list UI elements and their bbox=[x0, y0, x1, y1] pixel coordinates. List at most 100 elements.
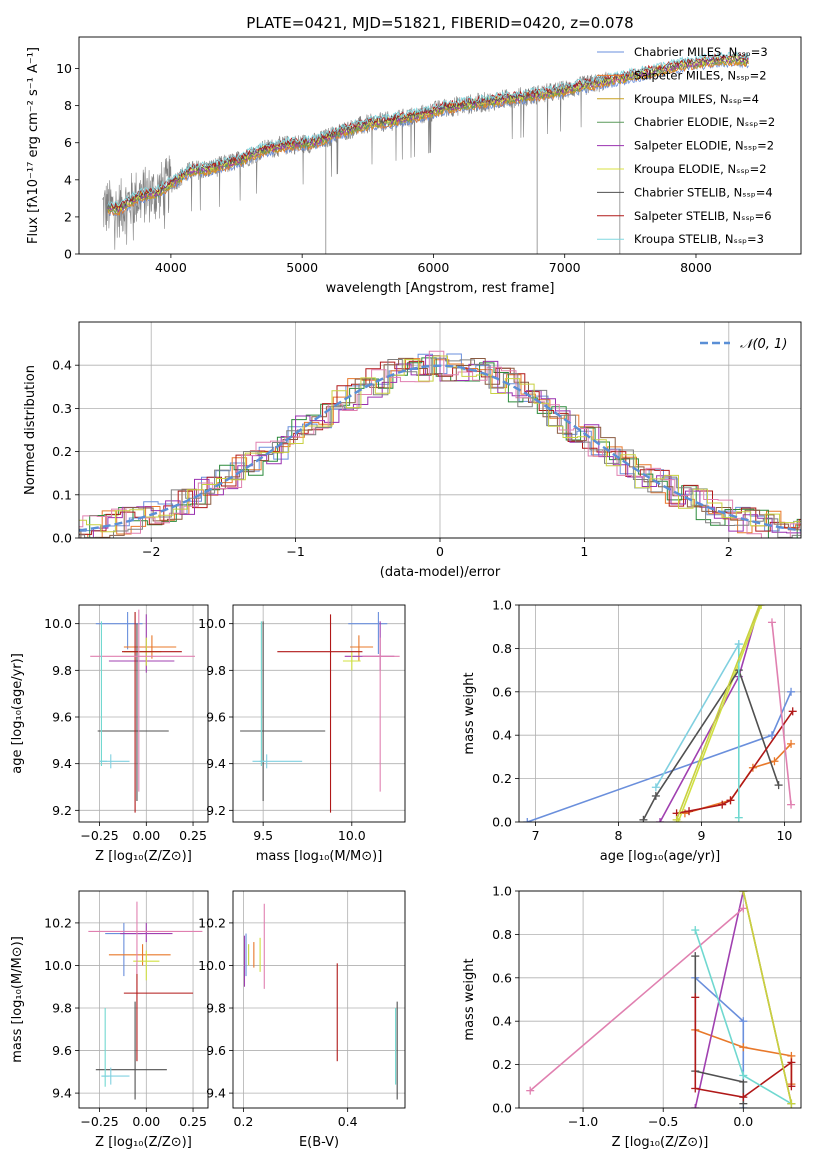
x-axis-label: age [log₁₀(age/yr)] bbox=[600, 849, 721, 864]
mass-weight-marker bbox=[787, 739, 796, 748]
y-tick-label: 8 bbox=[64, 98, 72, 113]
grid-lines bbox=[233, 891, 405, 1108]
legend-entry: Kroupa MILES, Nₛₛₚ=4 bbox=[634, 92, 759, 106]
x-tick-label: 8 bbox=[615, 828, 623, 843]
errorbar-point bbox=[259, 621, 265, 766]
y-tick-label: 10 bbox=[56, 61, 72, 76]
age-vs-metallicity-plot: −0.25 0.00 0.25 9.2 9.4 9.6 9.8 10.0 Z [log₁₀(Z/… bbox=[10, 604, 209, 864]
mass-weight-marker bbox=[691, 952, 700, 961]
mass-weight-line-4 bbox=[694, 956, 745, 1104]
ticks: 4000 5000 6000 7000 8000 0 2 4 6 8 10 bbox=[56, 61, 712, 275]
x-tick-label: −1.0 bbox=[568, 1114, 598, 1129]
errorbar-point bbox=[350, 635, 374, 661]
y-tick-label: 9.4 bbox=[206, 756, 226, 771]
mass-weight-line-4 bbox=[642, 668, 780, 821]
mass-weight-marker bbox=[691, 1104, 700, 1108]
y-tick-label: 1.0 bbox=[492, 598, 512, 613]
legend-entry: Salpeter MILES, Nₛₛₚ=2 bbox=[634, 68, 767, 82]
y-tick-label: 9.6 bbox=[206, 710, 226, 725]
mass-weight-series bbox=[526, 891, 796, 1108]
mass-weight-marker bbox=[767, 731, 776, 740]
y-tick-label: 0.0 bbox=[492, 1101, 512, 1116]
y-tick-label: 0.2 bbox=[52, 444, 72, 459]
y-tick-label: 9.6 bbox=[52, 710, 72, 725]
axes-frame bbox=[518, 890, 802, 1109]
legend-entry: Chabrier MILES, Nₛₛₚ=3 bbox=[634, 45, 768, 59]
errorbar-point bbox=[99, 754, 130, 769]
y-tick-label: 0.6 bbox=[492, 970, 512, 985]
residual-histogram-series-3 bbox=[79, 360, 801, 535]
y-tick-label: 0.1 bbox=[52, 487, 72, 502]
mass-weight-marker bbox=[718, 800, 727, 809]
residual-histogram-series-0 bbox=[79, 353, 801, 532]
residual-histogram-series-6 bbox=[79, 350, 801, 538]
y-tick-label: 0.3 bbox=[52, 401, 72, 416]
x-axis-label: mass [log₁₀(M/M⊙)] bbox=[256, 849, 383, 864]
x-axis-label: wavelength [Angstrom, rest frame] bbox=[326, 281, 555, 296]
errorbar-point bbox=[101, 1008, 109, 1087]
y-tick-label: 9.2 bbox=[52, 803, 72, 818]
age-vs-mass-plot: 9.5 10.0 9.2 9.4 9.6 9.8 10.0 mass [log₁₀(M/M⊙)… bbox=[198, 604, 406, 864]
x-tick-label: −0.25 bbox=[80, 1114, 118, 1129]
mass-weight-marker bbox=[739, 1071, 748, 1080]
y-tick-label: 0.4 bbox=[492, 728, 512, 743]
mass-weight-marker bbox=[734, 640, 743, 649]
x-tick-label: 1 bbox=[580, 544, 588, 559]
legend-entry: Salpeter ELODIE, Nₛₛₚ=2 bbox=[634, 139, 774, 153]
mass-weight-line-3 bbox=[677, 605, 762, 822]
x-tick-label: −1 bbox=[286, 544, 304, 559]
y-tick-label: 9.4 bbox=[52, 1086, 72, 1101]
grid-lines bbox=[79, 891, 208, 1108]
mass-weight-series bbox=[523, 605, 797, 822]
axes-frame bbox=[78, 36, 802, 255]
errorbar-point bbox=[88, 901, 203, 974]
errorbar-point bbox=[101, 1067, 130, 1085]
x-tick-label: 9.5 bbox=[253, 828, 273, 843]
y-axis-label: mass [log₁₀(M/M⊙)] bbox=[10, 936, 25, 1063]
mass-weight-marker bbox=[788, 707, 797, 716]
mass-weight-marker bbox=[523, 818, 532, 822]
legend-entry: Chabrier ELODIE, Nₛₛₚ=2 bbox=[634, 115, 775, 129]
mass-weight-marker bbox=[739, 1043, 748, 1052]
y-axis-label: age [log₁₀(age/yr)] bbox=[10, 653, 25, 774]
mass-weight-marker bbox=[734, 813, 743, 822]
y-tick-label: 10.0 bbox=[198, 616, 226, 631]
x-tick-label: 5000 bbox=[286, 260, 318, 275]
errorbar-point bbox=[95, 1001, 167, 1100]
histogram-legend: 𝒩(0, 1) bbox=[700, 337, 787, 352]
x-axis-label: (data-model)/error bbox=[380, 565, 501, 580]
x-tick-label: 0.25 bbox=[179, 1114, 207, 1129]
y-tick-label: 0.2 bbox=[492, 771, 512, 786]
y-tick-label: 0.0 bbox=[52, 531, 72, 546]
spectrum-lines bbox=[102, 50, 749, 254]
errorbar-point bbox=[108, 944, 171, 966]
mass-weight-line-8 bbox=[655, 643, 740, 788]
mass-weight-marker bbox=[685, 807, 694, 816]
mass-weight-marker bbox=[770, 757, 779, 766]
mass-weight-line-6 bbox=[529, 907, 744, 1092]
errorbars bbox=[88, 901, 203, 1100]
errorbar-point bbox=[342, 651, 361, 671]
mass-weight-marker bbox=[691, 993, 700, 1002]
x-tick-label: −0.5 bbox=[648, 1114, 678, 1129]
x-tick-label: 10.0 bbox=[338, 828, 366, 843]
x-tick-label: 0.2 bbox=[233, 1114, 253, 1129]
spectrum-plot: 4000 5000 6000 7000 8000 0 2 4 6 8 10 wavelength [A… bbox=[26, 36, 802, 296]
ticks: −2 −1 0 1 2 0.0 0.1 0.2 0.3 0.4 bbox=[52, 358, 733, 559]
y-axis-label: mass weight bbox=[462, 672, 477, 754]
ticks: −0.25 0.00 0.25 9.2 9.4 9.6 9.8 10.0 bbox=[44, 616, 207, 843]
mass-vs-extinction-plot: 0.2 0.4 9.4 9.6 9.8 10.0 10.2 E(B-V) bbox=[198, 890, 406, 1150]
errorbar-point bbox=[120, 922, 173, 943]
mass-weight-vs-age-plot: 7 8 9 10 0.0 0.2 0.4 0.6 0.8 1.0 age [log₁₀(age/yr… bbox=[462, 598, 802, 864]
x-tick-label: 4000 bbox=[155, 260, 187, 275]
x-tick-label: 10 bbox=[776, 828, 792, 843]
y-tick-label: 0.0 bbox=[492, 815, 512, 830]
x-tick-label: 9 bbox=[697, 828, 705, 843]
errorbar-point bbox=[362, 637, 400, 792]
y-tick-label: 6 bbox=[64, 135, 72, 150]
mass-weight-marker bbox=[739, 904, 748, 913]
x-axis-label: Z [log₁₀(Z/Z⊙)] bbox=[612, 1135, 709, 1150]
grid-lines bbox=[519, 890, 801, 1109]
y-tick-label: 10.0 bbox=[44, 958, 72, 973]
y-tick-label: 2 bbox=[64, 209, 72, 224]
